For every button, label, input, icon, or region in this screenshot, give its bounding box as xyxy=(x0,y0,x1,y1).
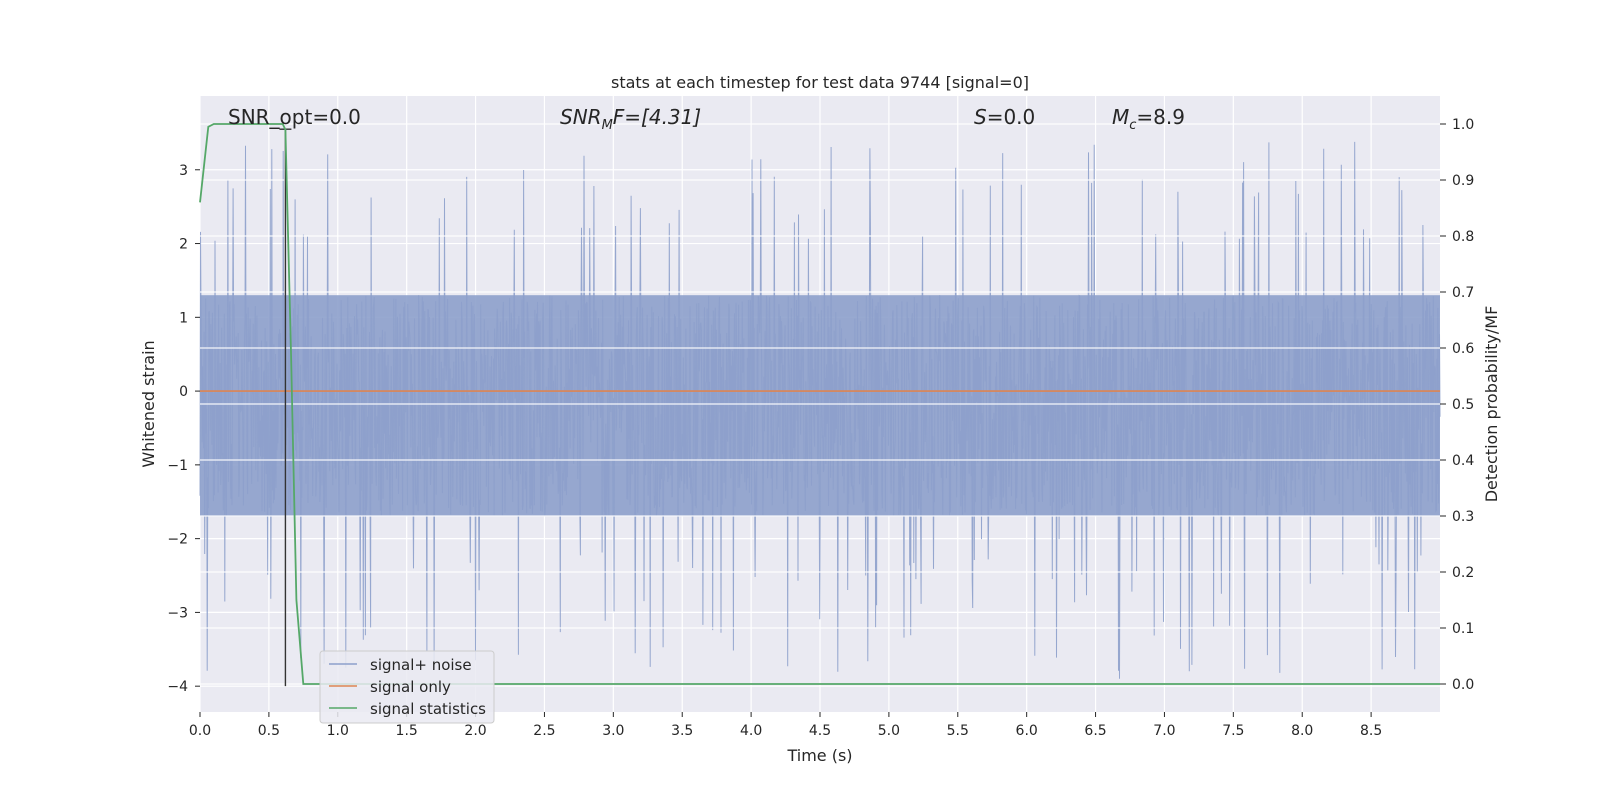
snr-mf-annotation: SNRMF=[4.31] xyxy=(560,105,701,133)
x-tick-label: 8.0 xyxy=(1291,723,1313,739)
y2-tick-label: 0.8 xyxy=(1452,229,1474,245)
x-tick-label: 1.0 xyxy=(327,723,349,739)
y-tick-label: −2 xyxy=(167,532,188,548)
x-tick-label: 5.0 xyxy=(878,723,900,739)
chart-title: stats at each timestep for test data 974… xyxy=(611,73,1029,92)
x-tick-label: 7.0 xyxy=(1153,723,1175,739)
y-tick-label: 1 xyxy=(179,310,188,326)
y2-tick-label: 0.9 xyxy=(1452,173,1474,189)
x-tick-label: 6.5 xyxy=(1084,723,1106,739)
snr-opt-annotation: SNR_opt=0.0 xyxy=(228,105,361,129)
y-axis-label: Whitened strain xyxy=(139,340,158,467)
x-tick-label: 6.0 xyxy=(1016,723,1038,739)
y2-tick-label: 1.0 xyxy=(1452,117,1474,133)
x-tick-label: 4.5 xyxy=(809,723,831,739)
y2-tick-label: 0.5 xyxy=(1452,397,1474,413)
legend-label-signal-noise: signal+ noise xyxy=(370,656,472,674)
overlay xyxy=(199,123,1440,687)
signal-statistics-line xyxy=(199,123,1440,685)
x-tick-label: 2.5 xyxy=(533,723,555,739)
x-tick-label: 1.5 xyxy=(396,723,418,739)
y2-tick-label: 0.1 xyxy=(1452,621,1474,637)
x-tick-label: 8.5 xyxy=(1360,723,1382,739)
s-annotation: S=0.0 xyxy=(974,105,1035,129)
x-tick-label: 2.0 xyxy=(464,723,486,739)
x-tick-label: 0.5 xyxy=(258,723,280,739)
y2-tick-label: 0.0 xyxy=(1452,677,1474,693)
y2-tick-label: 0.3 xyxy=(1452,509,1474,525)
x-tick-label: 4.0 xyxy=(740,723,762,739)
legend: signal+ noise signal only signal statist… xyxy=(319,650,495,724)
y2-tick-label: 0.2 xyxy=(1452,565,1474,581)
y-tick-label: −4 xyxy=(167,679,188,695)
x-tick-label: 5.5 xyxy=(947,723,969,739)
y2-tick-label: 0.7 xyxy=(1452,285,1474,301)
legend-label-signal-only: signal only xyxy=(370,678,451,696)
mc-annotation: Mc=8.9 xyxy=(1112,105,1185,133)
signal-noise-line xyxy=(199,141,1441,679)
x-tick-label: 7.5 xyxy=(1222,723,1244,739)
y2-tick-label: 0.4 xyxy=(1452,453,1474,469)
x-tick-label: 3.5 xyxy=(671,723,693,739)
x-tick-label: 3.0 xyxy=(602,723,624,739)
y2-axis-ticks: 1.0 0.9 0.8 0.7 0.6 0.5 0.4 0.3 0.2 0.1 0.0 xyxy=(1440,117,1474,693)
y2-axis-label: Detection probability/MF xyxy=(1482,306,1501,503)
signal-noise-series xyxy=(199,141,1441,679)
x-axis-ticks: 0.0 0.5 1.0 1.5 2.0 2.5 3.0 3.5 4.0 4.5 5.0 5.5 6.0 6… xyxy=(189,712,1382,739)
y2-tick-label: 0.6 xyxy=(1452,341,1474,357)
legend-box xyxy=(319,650,495,724)
y-tick-label: 2 xyxy=(179,237,188,253)
x-axis-label: Time (s) xyxy=(786,746,852,765)
y-tick-label: −1 xyxy=(167,458,188,474)
y-tick-label: 3 xyxy=(179,163,188,179)
y-tick-label: 0 xyxy=(179,384,188,400)
x-tick-label: 0.0 xyxy=(189,723,211,739)
legend-label-signal-statistics: signal statistics xyxy=(370,700,486,718)
y-axis-ticks: 3 2 1 0 −1 −2 −3 −4 xyxy=(167,163,200,695)
y-tick-label: −3 xyxy=(167,605,188,621)
